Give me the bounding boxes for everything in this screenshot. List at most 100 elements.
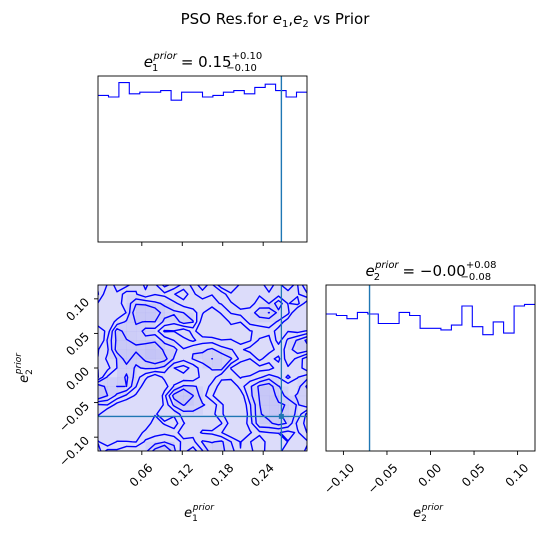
figure-suptitle: PSO Res.for e1,e2 vs Prior <box>181 10 371 30</box>
contour-shade-cell <box>126 294 137 304</box>
contour-shade-cell <box>297 340 307 351</box>
contour-shade-cell <box>126 303 137 314</box>
e2-xlabel: e2prior <box>413 503 444 524</box>
contour-ytick-label: 0.00 <box>63 364 92 393</box>
contour-shade-cell <box>259 423 270 434</box>
contour-shade-cell <box>126 331 137 341</box>
e1-title-sup: prior <box>152 51 177 62</box>
contour-shade-cell <box>297 386 307 397</box>
contour-shade-cell <box>136 349 146 360</box>
contour-shade-cell <box>117 331 127 341</box>
e2-title-sup: prior <box>374 260 399 271</box>
contour-shade-cell <box>221 441 232 451</box>
contour-shade-cell <box>126 368 137 378</box>
suptitle-sub1: 1 <box>282 19 288 30</box>
contour-shade-cell <box>250 395 260 406</box>
contour-shade-cell <box>98 386 108 397</box>
e1-title-symbol: e <box>144 53 153 71</box>
contour-shade-cell <box>136 294 146 304</box>
e2-ylabel: e2prior <box>14 352 35 383</box>
contour-shade-cell <box>269 414 279 424</box>
contour-shade-cell <box>155 349 165 360</box>
contour-shade-cell <box>107 386 118 397</box>
contour-ytick-label: 0.05 <box>63 330 92 359</box>
suptitle-sub2: 2 <box>302 19 308 30</box>
contour-level-line <box>98 285 307 451</box>
contour-shade-cell <box>107 340 118 351</box>
contour-shade-cell <box>136 331 146 341</box>
contour-shade-cell <box>126 340 137 351</box>
e2-xlabel-symbol: e <box>413 506 421 521</box>
contour-shade-cell <box>117 377 127 387</box>
e1-e2-contour-plot <box>98 285 307 451</box>
e2-histogram-panel: e2prior = −0.00+0.08 −0.08 −0.10 −0.05 0.00 0… <box>321 260 536 524</box>
contour-shade-cell <box>221 349 232 360</box>
e2-xlabel-sub: 2 <box>421 514 427 524</box>
contour-shade-cell <box>202 349 213 360</box>
contour-shade-cell <box>117 321 127 332</box>
contour-shade-cell <box>164 441 175 451</box>
suptitle-prefix: PSO Res.for <box>181 10 273 28</box>
contour-shade-cell <box>269 404 279 415</box>
e2-histogram-plot <box>326 285 535 451</box>
contour-shade-cell <box>212 349 222 360</box>
contour-shade-cell <box>126 358 137 369</box>
suptitle-symbol: e <box>273 10 282 28</box>
contour-shade-cell <box>193 395 203 406</box>
contour-xtick-label: 0.24 <box>248 461 277 490</box>
e2-ylabel-symbol: e <box>17 375 32 383</box>
contour-shade-cell <box>183 404 194 415</box>
e1-title-sub: 1 <box>152 63 158 74</box>
e2-histogram-step <box>326 303 535 336</box>
contour-shade-cell <box>145 321 156 332</box>
e1-histogram-step <box>98 82 307 101</box>
contour-ytick-label: −0.10 <box>56 433 92 469</box>
contour-shade-cell <box>98 377 108 387</box>
e2-xlabel-sup: prior <box>421 503 444 513</box>
contour-shade-cell <box>145 312 156 323</box>
e2-histogram-xtick-label: −0.10 <box>321 461 357 497</box>
contour-ytick-label: 0.10 <box>63 295 92 324</box>
e2-histogram-ticks: −0.10 −0.05 0.00 0.05 0.10 <box>321 451 531 497</box>
contour-shade-cell <box>155 303 165 314</box>
contour-shade-cell <box>136 358 146 369</box>
e1-histogram-panel: e1prior = 0.15+0.10 −0.10 <box>97 51 308 246</box>
e2-title-minus: −0.08 <box>461 272 492 283</box>
e2-title-plus: +0.08 <box>466 260 497 271</box>
e1-xlabel-symbol: e <box>184 506 192 521</box>
contour-shade-cell <box>107 331 118 341</box>
contour-shade-cell <box>259 386 270 397</box>
contour-shade-cell <box>193 349 203 360</box>
contour-shade-cell <box>155 358 165 369</box>
contour-shade-cell <box>117 386 127 397</box>
e2-histogram-frame <box>325 284 536 452</box>
contour-shade-cell <box>136 321 146 332</box>
contour-shade-cell <box>126 312 137 323</box>
contour-shade-cell <box>297 377 307 387</box>
e2-ylabel-sub: 2 <box>25 369 35 375</box>
contour-xtick-label: 0.12 <box>167 461 196 490</box>
contour-shade-cell <box>145 358 156 369</box>
contour-shade-cell <box>155 340 165 351</box>
contour-marker-point <box>278 413 284 419</box>
contour-xtick-label: 0.06 <box>127 461 156 490</box>
contour-shade-cell <box>117 358 127 369</box>
suptitle-suffix: vs Prior <box>309 10 371 28</box>
e1-title-median: = 0.15 <box>181 53 232 71</box>
contour-shade-cell <box>117 349 127 360</box>
suptitle-symbol-2: e <box>293 10 302 28</box>
contour-shade-cell <box>269 312 279 323</box>
e1-histogram-title: e1prior = 0.15+0.10 −0.10 <box>144 51 262 74</box>
contour-shade-cell <box>250 386 260 397</box>
suptitle-comma: , <box>288 10 293 28</box>
contour-shade-cell <box>193 404 203 415</box>
contour-shade-cell <box>202 358 213 369</box>
e2-title-symbol: e <box>365 262 374 280</box>
contour-shade-cell <box>269 303 279 314</box>
e1-histogram-frame <box>97 75 308 243</box>
e2-ylabel-sup: prior <box>14 352 24 375</box>
contour-level-line <box>98 285 307 451</box>
contour-shade-cell <box>174 395 184 406</box>
contour-xtick-label: 0.18 <box>208 461 237 490</box>
